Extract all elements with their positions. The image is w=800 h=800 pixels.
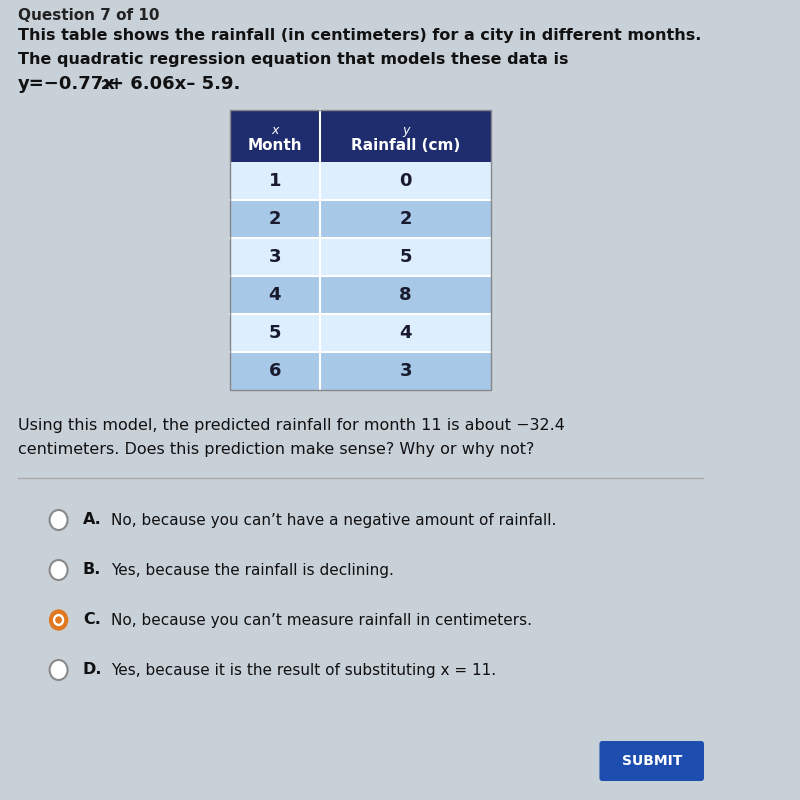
Text: Question 7 of 10: Question 7 of 10	[18, 8, 159, 23]
FancyBboxPatch shape	[230, 200, 491, 238]
Circle shape	[54, 614, 63, 626]
Text: Using this model, the predicted rainfall for month 11 is about −32.4: Using this model, the predicted rainfall…	[18, 418, 565, 433]
Text: C.: C.	[83, 613, 101, 627]
FancyBboxPatch shape	[230, 162, 491, 200]
Text: Yes, because it is the result of substituting x = 11.: Yes, because it is the result of substit…	[111, 662, 496, 678]
Circle shape	[50, 560, 68, 580]
Text: 2: 2	[269, 210, 281, 228]
Text: 5: 5	[399, 248, 412, 266]
Text: 6: 6	[269, 362, 281, 380]
Text: 4: 4	[399, 324, 412, 342]
Text: No, because you can’t measure rainfall in centimeters.: No, because you can’t measure rainfall i…	[111, 613, 532, 627]
Text: centimeters. Does this prediction make sense? Why or why not?: centimeters. Does this prediction make s…	[18, 442, 534, 457]
Circle shape	[50, 510, 68, 530]
Text: 0: 0	[399, 172, 412, 190]
FancyBboxPatch shape	[599, 741, 704, 781]
Text: No, because you can’t have a negative amount of rainfall.: No, because you can’t have a negative am…	[111, 513, 556, 527]
Text: y: y	[402, 124, 410, 137]
Text: x: x	[271, 124, 278, 137]
Text: 4: 4	[269, 286, 281, 304]
Circle shape	[50, 660, 68, 680]
Text: Rainfall (cm): Rainfall (cm)	[351, 138, 460, 153]
Text: SUBMIT: SUBMIT	[622, 754, 682, 768]
Circle shape	[50, 610, 68, 630]
Text: B.: B.	[83, 562, 102, 578]
Text: + 6.06x– 5.9.: + 6.06x– 5.9.	[109, 75, 241, 93]
Text: 1: 1	[269, 172, 281, 190]
Text: 3: 3	[269, 248, 281, 266]
FancyBboxPatch shape	[230, 238, 491, 276]
Text: y=−0.77x: y=−0.77x	[18, 75, 116, 93]
FancyBboxPatch shape	[230, 276, 491, 314]
Text: The quadratic regression equation that models these data is: The quadratic regression equation that m…	[18, 52, 569, 67]
Text: Yes, because the rainfall is declining.: Yes, because the rainfall is declining.	[111, 562, 394, 578]
FancyBboxPatch shape	[230, 110, 491, 162]
Text: 5: 5	[269, 324, 281, 342]
Text: 2: 2	[399, 210, 412, 228]
Text: Month: Month	[248, 138, 302, 153]
Bar	[230, 110, 491, 390]
Text: 8: 8	[399, 286, 412, 304]
Text: D.: D.	[83, 662, 102, 678]
FancyBboxPatch shape	[230, 314, 491, 352]
FancyBboxPatch shape	[230, 352, 491, 390]
Text: 3: 3	[399, 362, 412, 380]
Text: A.: A.	[83, 513, 102, 527]
Circle shape	[56, 617, 62, 623]
Text: 2: 2	[101, 79, 110, 92]
Text: This table shows the rainfall (in centimeters) for a city in different months.: This table shows the rainfall (in centim…	[18, 28, 702, 43]
